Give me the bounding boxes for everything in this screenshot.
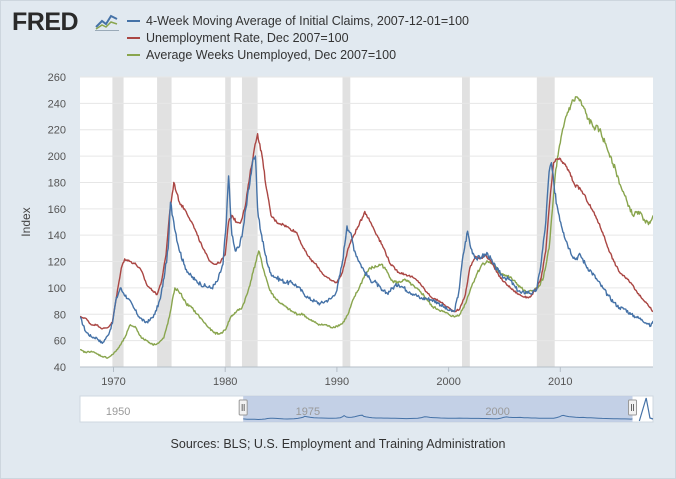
x-tick-label: 1990 <box>325 376 349 388</box>
navigator-handle-left[interactable] <box>238 399 248 416</box>
y-tick-label: 120 <box>48 257 66 269</box>
navigator-tick-label: 1975 <box>296 406 320 418</box>
legend-swatch-weeks-unemployed <box>127 53 140 56</box>
navigator-tick-label: 2000 <box>485 406 509 418</box>
y-tick-label: 160 <box>48 204 66 216</box>
sources-note: Sources: BLS; U.S. Employment and Traini… <box>170 437 506 451</box>
fred-line-chart-icon <box>95 11 119 31</box>
legend-item-weeks-unemployed[interactable]: Average Weeks Unemployed, Dec 2007=100 <box>127 46 469 63</box>
recession-band <box>112 77 124 367</box>
plot-area <box>80 77 653 367</box>
legend-label-unemployment-rate: Unemployment Rate, Dec 2007=100 <box>146 30 349 45</box>
y-tick-label: 60 <box>54 336 66 348</box>
legend-label-weeks-unemployed: Average Weeks Unemployed, Dec 2007=100 <box>146 47 397 62</box>
navigator-tick-label: 1950 <box>106 406 130 418</box>
navigator-spike <box>638 397 654 422</box>
series-group <box>80 96 653 359</box>
legend-item-unemployment-rate[interactable]: Unemployment Rate, Dec 2007=100 <box>127 29 469 46</box>
x-tick-label: 1980 <box>213 376 237 388</box>
y-axis-title: Index <box>19 207 33 236</box>
y-tick-label: 140 <box>48 230 66 242</box>
recession-band <box>462 77 470 367</box>
legend-swatch-unemployment-rate <box>127 36 140 39</box>
series-line-1 <box>80 132 653 330</box>
series-line-0 <box>80 155 653 344</box>
navigator-series <box>243 414 633 421</box>
y-tick-label: 220 <box>48 125 66 137</box>
legend-item-initial-claims[interactable]: 4-Week Moving Average of Initial Claims,… <box>127 12 469 29</box>
fred-logo[interactable]: FRED <box>12 8 79 37</box>
recession-band <box>342 77 351 367</box>
legend-label-initial-claims: 4-Week Moving Average of Initial Claims,… <box>146 13 469 28</box>
navigator-handle-right[interactable] <box>628 399 638 416</box>
fred-logo-text: FRED <box>12 8 79 36</box>
y-tick-label: 180 <box>48 177 66 189</box>
y-tick-label: 40 <box>54 362 66 374</box>
x-tick-label: 2010 <box>548 376 572 388</box>
x-tick-label: 1970 <box>101 376 125 388</box>
y-tick-label: 260 <box>48 72 66 84</box>
y-tick-label: 80 <box>54 309 66 321</box>
legend-swatch-initial-claims <box>127 19 140 22</box>
y-tick-label: 240 <box>48 98 66 110</box>
navigator-handle-body <box>238 399 248 416</box>
y-tick-label: 200 <box>48 151 66 163</box>
y-tick-label: 100 <box>48 283 66 295</box>
navigator-handle-body <box>628 399 638 416</box>
chart-legend: 4-Week Moving Average of Initial Claims,… <box>127 12 469 63</box>
x-tick-label: 2000 <box>436 376 460 388</box>
